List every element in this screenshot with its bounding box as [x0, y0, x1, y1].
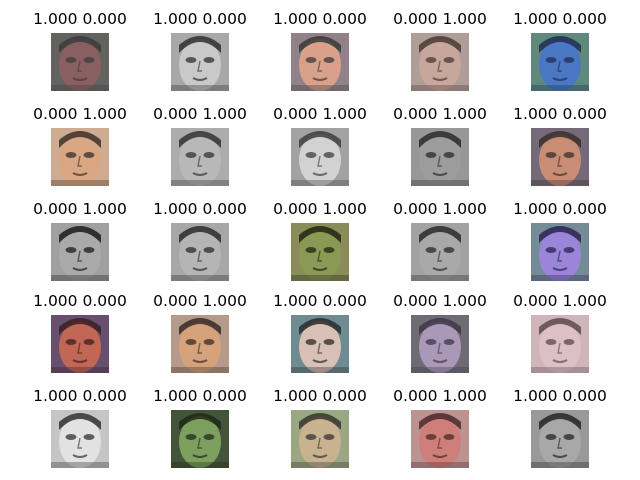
- panel-score-caption: 1.000 0.000: [33, 387, 127, 405]
- panel-score-caption: 1.000 0.000: [513, 200, 607, 218]
- face-thumbnail-image: [171, 315, 229, 373]
- face-thumbnail-image: [411, 410, 469, 468]
- thumbnail-panel: 0.000 1.000: [380, 200, 500, 292]
- thumbnail-panel: 0.000 1.000: [380, 105, 500, 197]
- panel-score-caption: 1.000 0.000: [33, 10, 127, 28]
- panel-score-caption: 1.000 0.000: [153, 10, 247, 28]
- face-thumbnail-image: [531, 410, 589, 468]
- thumbnail-panel: 1.000 0.000: [140, 10, 260, 102]
- panel-score-caption: 0.000 1.000: [33, 105, 127, 123]
- panel-score-caption: 1.000 0.000: [153, 387, 247, 405]
- face-thumbnail-image: [171, 33, 229, 91]
- face-thumbnail-image: [531, 128, 589, 186]
- face-thumbnail-image: [171, 128, 229, 186]
- thumbnail-panel: 1.000 0.000: [20, 10, 140, 102]
- thumbnail-panel: 0.000 1.000: [140, 105, 260, 197]
- thumbnail-panel: 0.000 1.000: [380, 292, 500, 384]
- thumbnail-panel: 1.000 0.000: [260, 10, 380, 102]
- thumbnail-panel: 0.000 1.000: [500, 292, 620, 384]
- panel-score-caption: 0.000 1.000: [393, 200, 487, 218]
- panel-score-caption: 1.000 0.000: [513, 105, 607, 123]
- face-thumbnail-image: [411, 315, 469, 373]
- face-thumbnail-image: [51, 410, 109, 468]
- face-thumbnail-image: [411, 128, 469, 186]
- thumbnail-panel: 1.000 0.000: [500, 10, 620, 102]
- face-thumbnail-image: [171, 410, 229, 468]
- panel-score-caption: 1.000 0.000: [513, 10, 607, 28]
- panel-score-caption: 1.000 0.000: [273, 292, 367, 310]
- panel-score-caption: 0.000 1.000: [393, 387, 487, 405]
- thumbnail-panel: 0.000 1.000: [20, 200, 140, 292]
- face-thumbnail-image: [411, 33, 469, 91]
- panel-score-caption: 0.000 1.000: [393, 10, 487, 28]
- panel-score-caption: 0.000 1.000: [513, 292, 607, 310]
- face-thumbnail-image: [531, 33, 589, 91]
- thumbnail-panel: 1.000 0.000: [140, 200, 260, 292]
- face-thumbnail-image: [51, 315, 109, 373]
- panel-score-caption: 0.000 1.000: [33, 200, 127, 218]
- face-thumbnail-image: [291, 223, 349, 281]
- thumbnail-panel: 1.000 0.000: [20, 292, 140, 384]
- face-thumbnail-image: [411, 223, 469, 281]
- panel-score-caption: 0.000 1.000: [393, 292, 487, 310]
- face-thumbnail-image: [531, 223, 589, 281]
- face-thumbnail-image: [51, 128, 109, 186]
- panel-score-caption: 1.000 0.000: [513, 387, 607, 405]
- thumbnail-panel: 1.000 0.000: [500, 387, 620, 479]
- face-thumbnail-image: [171, 223, 229, 281]
- panel-score-caption: 1.000 0.000: [273, 387, 367, 405]
- face-thumbnail-image: [531, 315, 589, 373]
- panel-score-caption: 0.000 1.000: [153, 292, 247, 310]
- panel-score-caption: 0.000 1.000: [273, 105, 367, 123]
- panel-score-caption: 1.000 0.000: [273, 10, 367, 28]
- face-thumbnail-image: [291, 315, 349, 373]
- thumbnail-panel: 0.000 1.000: [380, 387, 500, 479]
- panel-score-caption: 0.000 1.000: [153, 105, 247, 123]
- thumbnail-panel: 0.000 1.000: [140, 292, 260, 384]
- thumbnail-panel: 1.000 0.000: [20, 387, 140, 479]
- face-thumbnail-image: [291, 128, 349, 186]
- thumbnail-panel: 1.000 0.000: [260, 292, 380, 384]
- thumbnail-panel: 0.000 1.000: [260, 105, 380, 197]
- thumbnail-panel: 0.000 1.000: [20, 105, 140, 197]
- face-thumbnail-image: [291, 33, 349, 91]
- thumbnail-panel: 0.000 1.000: [260, 200, 380, 292]
- panel-score-caption: 1.000 0.000: [33, 292, 127, 310]
- thumbnail-panel: 0.000 1.000: [380, 10, 500, 102]
- panel-score-caption: 0.000 1.000: [393, 105, 487, 123]
- face-thumbnail-image: [291, 410, 349, 468]
- thumbnail-panel: 1.000 0.000: [500, 200, 620, 292]
- face-thumbnail-image: [51, 33, 109, 91]
- thumbnail-panel: 1.000 0.000: [140, 387, 260, 479]
- thumbnail-panel: 1.000 0.000: [500, 105, 620, 197]
- thumbnail-panel: 1.000 0.000: [260, 387, 380, 479]
- panel-score-caption: 1.000 0.000: [153, 200, 247, 218]
- panel-score-caption: 0.000 1.000: [273, 200, 367, 218]
- face-thumbnail-image: [51, 223, 109, 281]
